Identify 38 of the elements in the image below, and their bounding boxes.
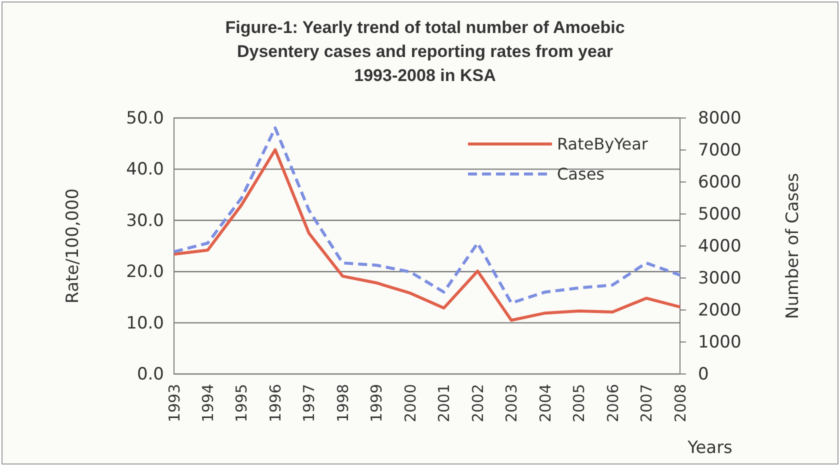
y-tick-label: 50.0 (126, 108, 164, 128)
legend-label: RateByYear (557, 134, 648, 154)
x-tick-label: 2007 (638, 384, 656, 422)
x-tick-label: 1998 (334, 384, 352, 422)
x-tick-label: 2004 (536, 384, 554, 422)
x-tick-label: 1999 (368, 384, 386, 422)
x-tick-label: 1996 (266, 384, 284, 422)
y-tick-label: 10.0 (126, 313, 164, 334)
y2-axis-title: Number of Cases (783, 172, 803, 319)
x-tick-label: 2006 (604, 384, 622, 422)
y2-tick-label: 4000 (698, 236, 742, 256)
y-axis-title: Rate/100,000 (63, 188, 83, 304)
line-series (172, 126, 682, 304)
y2-tick-label: 6000 (698, 172, 742, 192)
y-tick-label: 20.0 (126, 262, 164, 282)
x-tick-label: 2003 (502, 384, 521, 422)
y2-tick-label: 8000 (698, 108, 742, 128)
y2-tick-label: 5000 (698, 204, 742, 224)
y2-tick-label: 3000 (698, 268, 742, 288)
y2-tick-label: 2000 (698, 300, 742, 320)
y-tick-label: 30.0 (126, 210, 164, 231)
y2-tick-label: 1000 (698, 332, 742, 352)
legend-label: Cases (557, 164, 604, 184)
x-axis-title: Years (686, 438, 733, 458)
x-tick-label: 1995 (232, 384, 251, 422)
y2-tick-label: 0 (698, 364, 709, 384)
x-tick-label: 2001 (435, 384, 454, 422)
y-tick-label: 0.0 (136, 364, 164, 384)
chart-title: Figure-1: Yearly trend of total number of Amoebic Dysentery cases and reporting rates from year 1993-2008 in KSA (225, 18, 625, 85)
y-tick-label: 40.0 (126, 160, 164, 180)
x-tick-label: 1997 (300, 384, 318, 422)
x-tick-label: 1993 (165, 384, 184, 422)
y2-tick-label: 7000 (698, 140, 742, 160)
x-tick-label: 1994 (198, 384, 217, 422)
x-tick-label: 2005 (570, 384, 588, 422)
x-tick-label: 2002 (468, 384, 487, 422)
x-tick-label: 2000 (401, 384, 420, 422)
x-tick-label: 2008 (671, 384, 690, 422)
